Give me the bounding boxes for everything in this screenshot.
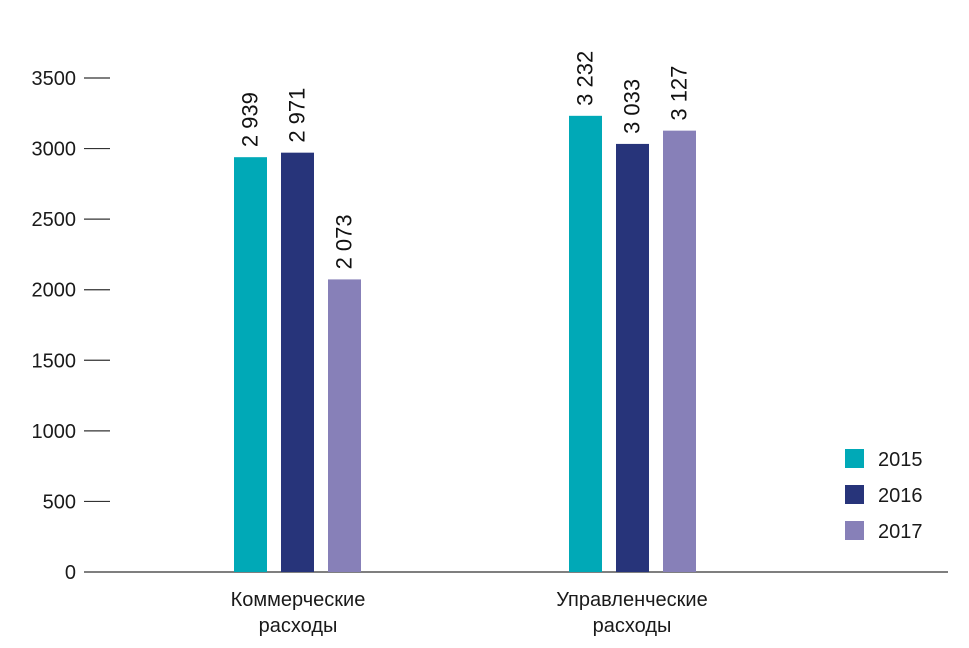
y-tick-label: 3000 xyxy=(32,139,77,161)
bar-2017-1 xyxy=(328,279,361,572)
bar-2015-2 xyxy=(569,115,602,572)
data-label: 2 939 xyxy=(238,92,263,147)
bars-group xyxy=(234,115,696,573)
data-labels-group: 2 939 2 971 2 073 3 232 3 033 3 127 xyxy=(238,51,692,270)
y-tick-label: 0 xyxy=(65,562,76,584)
legend-label: 2015 xyxy=(878,449,923,471)
bar-2015-1 xyxy=(234,157,267,572)
y-axis: 0 500 1000 1500 2000 2500 3000 3500 xyxy=(32,68,110,584)
legend-label: 2017 xyxy=(878,521,923,543)
category-label: Коммерческие xyxy=(231,589,366,611)
legend-label: 2016 xyxy=(878,485,923,507)
bar-2016-1 xyxy=(281,152,314,573)
bar-2017-2 xyxy=(663,130,696,572)
data-label: 3 127 xyxy=(667,66,692,121)
legend: 2015 2016 2017 xyxy=(845,449,923,543)
bar-2016-2 xyxy=(616,143,649,573)
y-tick-label: 3500 xyxy=(32,68,77,90)
legend-swatch-2016 xyxy=(845,485,864,504)
legend-swatch-2015 xyxy=(845,449,864,468)
category-label: Управленческие xyxy=(556,589,707,611)
y-tick-label: 2500 xyxy=(32,209,77,231)
data-label: 2 971 xyxy=(285,88,310,143)
category-labels-group: Коммерческие расходы Управленческие расходы xyxy=(231,589,708,637)
data-label: 2 073 xyxy=(332,214,357,269)
data-label: 3 232 xyxy=(573,51,598,106)
y-tick-label: 1000 xyxy=(32,421,77,443)
y-tick-label: 1500 xyxy=(32,350,77,372)
y-tick-label: 500 xyxy=(43,491,76,513)
data-label: 3 033 xyxy=(620,79,645,134)
y-tick-label: 2000 xyxy=(32,280,77,302)
legend-swatch-2017 xyxy=(845,521,864,540)
category-label: расходы xyxy=(259,615,338,637)
category-label: расходы xyxy=(593,615,672,637)
